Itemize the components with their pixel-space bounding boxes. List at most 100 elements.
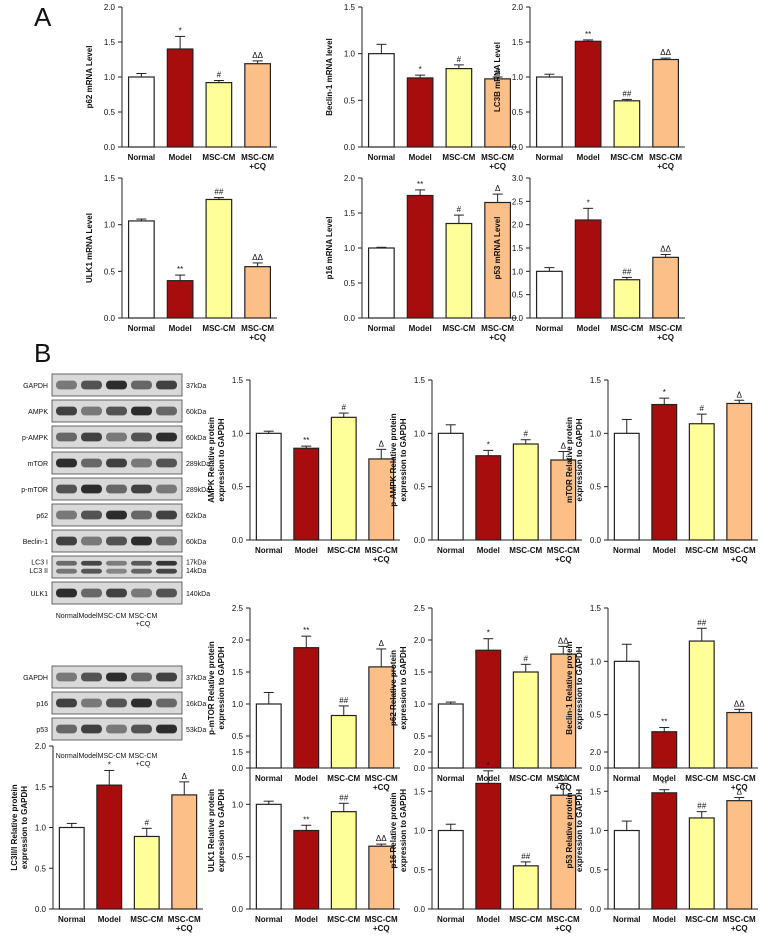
y-axis-label: mTOR Relative protein: [565, 417, 574, 503]
y-axis-label: expression to GAPDH: [575, 418, 584, 501]
bar-Normal: [255, 432, 282, 541]
y-tick-label: 1.0: [414, 700, 426, 709]
blot-band: [131, 588, 152, 598]
blot-band: [106, 432, 127, 442]
bar-MSC-CM+CQ: [726, 800, 753, 910]
y-tick-label: 2.0: [590, 748, 602, 757]
x-tick-label: MSC-CM: [723, 774, 756, 783]
lane-label: +CQ: [136, 621, 151, 628]
chart-10: 0.0 0.5 1.0 1.5 2.0 2.5 p-mTOR Relative protei…: [207, 604, 400, 792]
x-tick-label: +CQ: [249, 162, 266, 171]
y-axis-label: LC3II/I Relative protein: [10, 784, 19, 870]
blot-label: p-AMPK: [22, 435, 48, 442]
blot-label: p-mTOR: [21, 487, 48, 494]
bar-Normal: [127, 76, 155, 148]
y-tick-label: 0.5: [344, 96, 356, 105]
blot-band: [106, 406, 127, 416]
x-tick-label: +CQ: [731, 783, 748, 792]
bar-MSC-CM: [613, 279, 641, 319]
x-tick-label: +CQ: [731, 924, 748, 933]
y-tick-label: 0.0: [35, 905, 47, 914]
y-axis-label: expression to GAPDH: [575, 646, 584, 729]
significance-mark: #: [524, 654, 529, 663]
significance-mark: Δ: [379, 639, 385, 648]
x-tick-label: Normal: [255, 915, 283, 924]
y-tick-label: 1.5: [512, 244, 524, 253]
lane-label: +CQ: [136, 761, 151, 768]
bar-Model: [406, 194, 434, 319]
x-tick-label: MSC-CM: [442, 324, 475, 333]
lane-label: Model: [78, 613, 98, 620]
significance-mark: #: [217, 71, 222, 80]
significance-mark: ΔΔ: [252, 51, 263, 60]
y-tick-label: 1.0: [344, 244, 356, 253]
chart-2: 0.0 0.5 1.0 1.5 Beclin-1 mRNA level Normal * Mo…: [325, 3, 517, 171]
x-tick-label: MSC-CM: [327, 915, 360, 924]
x-tick-label: MSC-CM: [685, 915, 718, 924]
y-axis-label: expression to GAPDH: [575, 789, 584, 872]
y-tick-label: 2.0: [104, 3, 116, 12]
bar-MSC-CM+CQ: [244, 63, 272, 148]
x-tick-label: Model: [295, 774, 318, 783]
x-tick-label: Normal: [437, 546, 465, 555]
significance-mark: ΔΔ: [660, 245, 671, 254]
y-tick-label: 0.0: [232, 764, 244, 773]
bar-MSC-CM: [205, 198, 233, 319]
y-tick-label: 1.0: [232, 429, 244, 438]
blot-frame: [51, 555, 183, 579]
significance-mark: ##: [622, 89, 631, 98]
y-axis-label: p16 Relative protein: [389, 792, 398, 868]
significance-mark: #: [457, 205, 462, 214]
y-tick-label: 0.0: [344, 314, 356, 323]
y-axis-label: AMPK Relative protein: [207, 417, 216, 503]
x-tick-label: Model: [98, 915, 121, 924]
x-tick-label: Model: [295, 546, 318, 555]
y-tick-label: 1.0: [414, 827, 426, 836]
y-tick-label: 1.5: [104, 38, 116, 47]
bar-MSC-CM: [512, 443, 539, 541]
blot-label: p62: [36, 513, 48, 520]
significance-mark: ΔΔ: [558, 773, 569, 782]
bar-MSC-CM+CQ: [652, 256, 680, 319]
x-tick-label: MSC-CM: [202, 324, 235, 333]
y-tick-label: 0.5: [590, 711, 602, 720]
blot-band: [56, 458, 77, 468]
significance-mark: *: [179, 26, 182, 35]
x-tick-label: +CQ: [176, 924, 193, 933]
bar-Normal: [58, 826, 85, 910]
blot-band: [131, 560, 152, 566]
significance-mark: ##: [697, 802, 706, 811]
y-axis-label: expression to GAPDH: [217, 789, 226, 872]
bar-MSC-CM+CQ: [652, 58, 680, 148]
blot-band: [131, 484, 152, 494]
blot-band: [106, 568, 127, 574]
significance-mark: ##: [697, 618, 706, 627]
significance-mark: #: [524, 430, 529, 439]
blot-band: [106, 672, 127, 682]
blot-band: [106, 380, 127, 390]
y-tick-label: 0.5: [512, 108, 524, 117]
chart-1: 0.0 0.5 1.0 1.5 2.0 p62 mRNA Level Normal * Mode…: [85, 3, 277, 171]
blot-band: [131, 568, 152, 574]
y-tick-label: 1.0: [35, 824, 47, 833]
blot-band: [106, 510, 127, 520]
y-tick-label: 0.0: [104, 314, 116, 323]
x-tick-label: MSC-CM: [610, 324, 643, 333]
y-tick-label: 0.0: [512, 314, 524, 323]
bar-Normal: [437, 432, 464, 541]
lane-label: MSC-CM: [98, 613, 127, 620]
bar-MSC-CM+CQ: [368, 666, 395, 769]
x-tick-label: MSC-CM: [365, 774, 398, 783]
y-axis-label: ULK1 Relative protein: [207, 789, 216, 872]
blot-band: [81, 406, 102, 416]
significance-mark: **: [585, 30, 591, 39]
x-tick-label: +CQ: [657, 162, 674, 171]
y-tick-label: 1.5: [512, 38, 524, 47]
y-tick-label: 1.0: [232, 700, 244, 709]
bar-MSC-CM+CQ: [726, 402, 753, 541]
bar-MSC-CM+CQ: [484, 201, 512, 319]
blot-band: [131, 510, 152, 520]
x-tick-label: +CQ: [249, 333, 266, 342]
x-tick-label: +CQ: [555, 555, 572, 564]
bar-Normal: [535, 270, 563, 319]
